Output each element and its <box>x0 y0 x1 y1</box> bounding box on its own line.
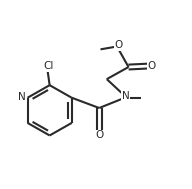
Text: N: N <box>18 92 26 102</box>
Text: Cl: Cl <box>44 61 54 71</box>
Text: N: N <box>122 91 130 101</box>
Text: O: O <box>147 61 156 71</box>
Text: O: O <box>114 40 123 50</box>
Text: O: O <box>95 130 103 140</box>
